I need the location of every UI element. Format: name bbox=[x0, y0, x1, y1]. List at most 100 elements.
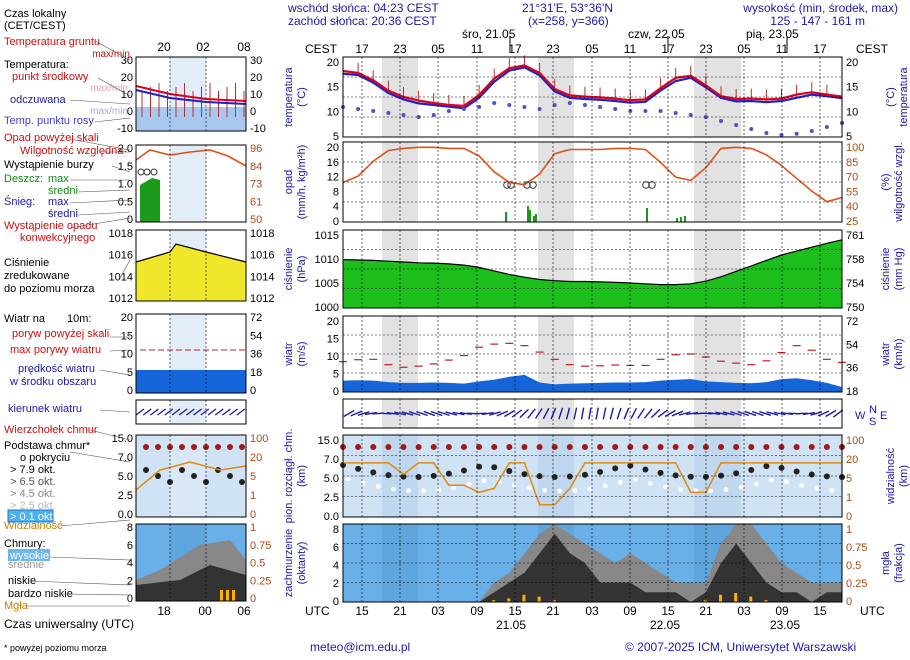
panel-frame-wind bbox=[342, 315, 843, 393]
compass-letter: E bbox=[880, 410, 887, 422]
rain-bar bbox=[527, 206, 529, 222]
wind-arrow-shaft bbox=[430, 410, 443, 417]
dew-point-dot bbox=[522, 105, 527, 109]
wind-arrow bbox=[394, 411, 407, 416]
panel-axis-title: (mm/h, kg/m²h) bbox=[296, 145, 308, 220]
cloud-base-dot bbox=[430, 472, 437, 479]
legend-cloud-base-dot bbox=[167, 479, 173, 485]
cloud-top-dot bbox=[733, 444, 740, 450]
cloud-base-dot-low bbox=[617, 479, 623, 485]
rain-bar bbox=[505, 212, 507, 222]
cloud-base-dot-low bbox=[587, 486, 593, 492]
legend-axis-mcv_l: 0 bbox=[127, 593, 133, 605]
cloud-base-dot-low bbox=[481, 478, 487, 484]
axis-tick-wind_l: 5 bbox=[333, 369, 339, 381]
legend-connector bbox=[69, 138, 131, 151]
cloud-top-dot bbox=[460, 444, 467, 450]
cloud-top-dot bbox=[642, 444, 649, 450]
wind-arrow bbox=[623, 407, 630, 420]
wind-arrow-shaft bbox=[394, 411, 407, 416]
cest-label: CEST bbox=[305, 42, 338, 56]
cloud-base-dot bbox=[370, 469, 377, 476]
legend-axis-mw_l: 5 bbox=[127, 367, 133, 379]
cloud-base-dot-low bbox=[375, 484, 381, 489]
legend-axis-mp_r: 61 bbox=[250, 196, 262, 208]
axis-tick-cloud_r: 1 bbox=[846, 492, 852, 504]
legend-fog-bar bbox=[226, 590, 229, 601]
utc-hour: 21 bbox=[546, 604, 560, 618]
legend-text: Widzialność bbox=[4, 520, 63, 532]
wind-arrow-shaft bbox=[707, 411, 721, 416]
cloud-top-dot bbox=[808, 444, 815, 450]
axis-tick-cloud_l: 15.0 bbox=[318, 435, 339, 447]
wind-arrow-shaft bbox=[504, 409, 516, 418]
legend-text: Wierzchołek chmur bbox=[4, 424, 98, 436]
cest-hour: 17 bbox=[508, 42, 522, 56]
day-label-top: śro, 21.05 bbox=[462, 27, 516, 41]
panel-axis-title: wiatr bbox=[283, 342, 295, 367]
email-link[interactable]: meteo@icm.edu.pl bbox=[310, 640, 411, 654]
wind-arrow bbox=[401, 411, 414, 416]
legend-cloud-top-dot bbox=[215, 444, 221, 450]
wind-arrow-shaft bbox=[565, 407, 571, 420]
dew-point-dot bbox=[734, 123, 739, 127]
legend-panel-frame bbox=[135, 523, 247, 602]
cest-label-right: CEST bbox=[856, 42, 889, 56]
axis-tick-precip_r: 100 bbox=[846, 142, 864, 154]
wind-arrow-shaft bbox=[595, 407, 599, 420]
cloud-top-dot bbox=[748, 444, 755, 450]
cloud-base-dot-low bbox=[738, 484, 744, 490]
legend-connector bbox=[94, 40, 131, 61]
cloud-base-dot bbox=[551, 473, 558, 480]
wind-arrow-shaft bbox=[588, 407, 592, 420]
legend-connector bbox=[77, 189, 131, 193]
panel-axis-title: (m/s) bbox=[296, 341, 308, 366]
legend-connector bbox=[109, 349, 131, 352]
panel-axis-title: (oktanty) bbox=[296, 542, 308, 585]
legend-cloud-base-dot bbox=[155, 473, 161, 479]
wind-arrow-shaft bbox=[623, 407, 630, 420]
night-band bbox=[694, 57, 741, 137]
legend-axis-mc_r: 20 bbox=[250, 452, 262, 464]
legend-cloud-base-dot bbox=[179, 467, 185, 473]
axis-tick-temp_r: 15 bbox=[846, 82, 858, 94]
legend-wind-arrow bbox=[229, 408, 238, 416]
legend-text: w środku obszaru bbox=[9, 376, 96, 388]
legend-connector bbox=[29, 580, 131, 586]
wind-arrow-shaft bbox=[759, 410, 772, 417]
wind-arrow bbox=[602, 407, 607, 420]
storm-marker bbox=[642, 181, 650, 189]
cloud-base-dot-low bbox=[648, 481, 653, 486]
rain-bar bbox=[533, 216, 535, 222]
legend-text: max/min bbox=[92, 49, 130, 60]
wind-arrow-shaft bbox=[452, 411, 465, 416]
legend-axis-mc_r: 1 bbox=[250, 490, 256, 502]
panel-axis-title: temperatura bbox=[898, 66, 910, 126]
legend-axis-mc_r: 0 bbox=[250, 509, 256, 521]
legend-axis-mp_r: 73 bbox=[250, 179, 262, 191]
legend-axis-mcv_r: 0 bbox=[250, 593, 256, 605]
legend-axis-mt_l: 10 bbox=[121, 89, 133, 101]
cloud-base-dot-low bbox=[663, 484, 668, 490]
compass-letter: S bbox=[869, 416, 876, 428]
cest-hour: 11 bbox=[776, 42, 789, 56]
wind-arrow bbox=[657, 409, 669, 418]
legend-pressure-line bbox=[135, 243, 247, 263]
axis-tick-temp_r: 10 bbox=[846, 106, 858, 118]
axis-tick-wind_l: 20 bbox=[327, 316, 339, 328]
day-label-bottom: 23.05 bbox=[770, 618, 800, 632]
dew-point-dot bbox=[431, 113, 436, 117]
legend-wind-arrow bbox=[207, 408, 217, 416]
legend-fog-bar bbox=[232, 590, 235, 601]
wind-arrow bbox=[715, 411, 728, 416]
legend-panel-frame bbox=[135, 313, 247, 394]
legend-text: zredukowane bbox=[4, 270, 69, 282]
cest-hour: 05 bbox=[431, 42, 445, 56]
cloud-base-dot bbox=[581, 471, 588, 478]
wind-arrow bbox=[630, 407, 638, 420]
night-band bbox=[694, 142, 741, 222]
legend-utc-hour: 18 bbox=[157, 604, 171, 618]
panel-axis-title: wiatr bbox=[880, 342, 892, 367]
legend-axis-mc_l: 0.0 bbox=[118, 509, 133, 521]
axis-tick-cloud_l: 2.5 bbox=[324, 492, 339, 504]
